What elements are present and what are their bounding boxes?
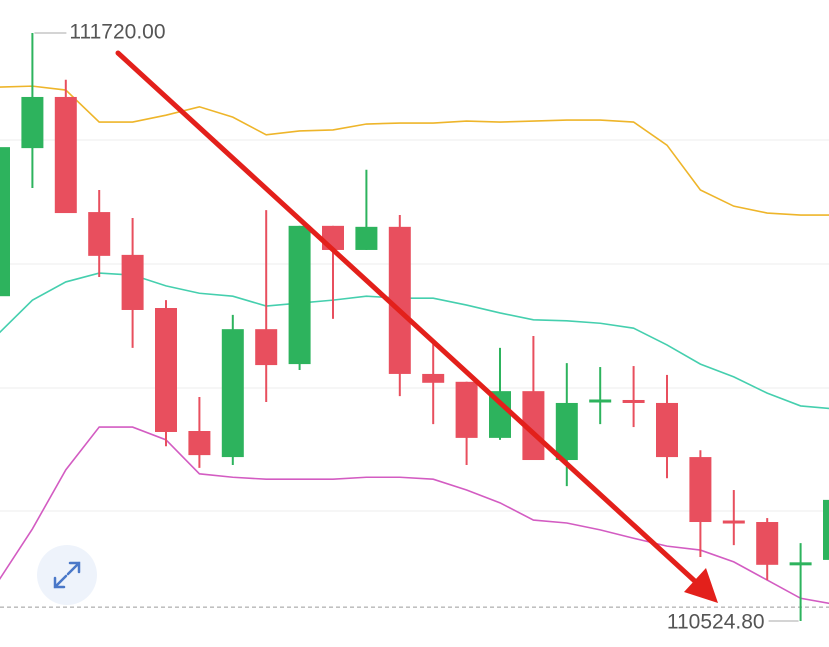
candle-body (188, 431, 211, 456)
candle-body (689, 457, 712, 523)
icon-stroke[interactable] (53, 574, 68, 589)
expand-button[interactable] (37, 545, 97, 605)
candle-body (121, 254, 144, 310)
trend-arrow (115, 50, 718, 603)
band-line-upper (0, 85, 829, 216)
candle-body (155, 308, 177, 432)
candle-body (756, 522, 779, 565)
max-label: 111720.00 (69, 21, 165, 44)
candle-body (0, 147, 10, 297)
plot-area: 111720.00 110524.80 (0, 21, 829, 634)
arrow-head (684, 568, 718, 603)
band-line-lower (0, 426, 829, 605)
arrow-line (115, 50, 701, 587)
candle-body (355, 226, 378, 250)
candle-body (21, 96, 44, 149)
candle-body (422, 373, 445, 383)
candle-body (221, 329, 244, 458)
min-label: 110524.80 (667, 611, 765, 634)
candle-body (255, 329, 278, 366)
candle-body (455, 381, 478, 438)
candle-body (622, 399, 645, 403)
candle-body (54, 96, 77, 214)
candle-body (88, 212, 111, 256)
candle-body (823, 499, 829, 560)
candle-body (722, 520, 745, 524)
candle-body (388, 226, 411, 374)
candle-body (489, 391, 511, 438)
candle-body (288, 225, 311, 365)
candle-body (656, 402, 678, 458)
candle-body (789, 562, 812, 566)
expand-icon[interactable] (53, 561, 81, 589)
expand-button-bg[interactable] (37, 545, 97, 605)
candle-body (322, 225, 344, 250)
candle-body (522, 391, 545, 461)
icon-stroke[interactable] (66, 561, 81, 576)
candle-body (555, 402, 578, 461)
candle-body (589, 399, 612, 403)
